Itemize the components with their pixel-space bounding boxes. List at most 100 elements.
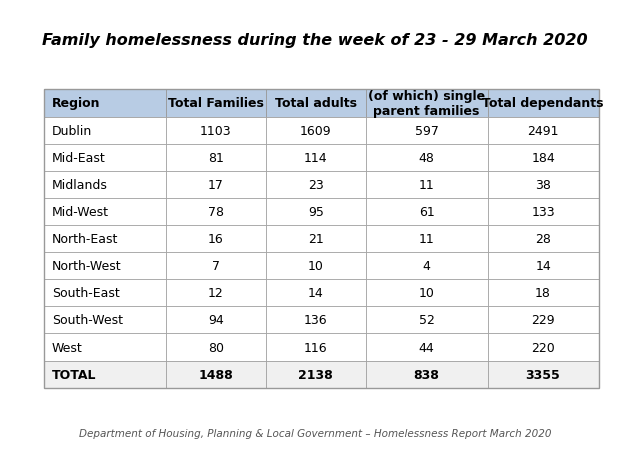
Bar [365,117,488,144]
Text: Total dependants: Total dependants [483,97,604,110]
Text: 52: 52 [419,314,435,327]
Bar [365,307,488,334]
Text: 10: 10 [419,287,435,299]
Text: 61: 61 [419,206,435,218]
Bar [44,90,166,117]
Bar [266,171,365,198]
Text: 95: 95 [308,206,324,218]
Bar [44,171,166,198]
Bar [166,90,266,117]
Bar [365,90,488,117]
Text: 78: 78 [208,206,224,218]
Text: 10: 10 [308,260,324,272]
Text: 18: 18 [535,287,551,299]
Bar [166,253,266,280]
Text: 80: 80 [208,341,224,354]
Bar [488,144,598,171]
Text: 11: 11 [419,233,435,245]
Text: 184: 184 [531,152,555,164]
Bar [44,307,166,334]
Bar [166,307,266,334]
Bar [166,198,266,226]
Text: 14: 14 [308,287,324,299]
Bar [44,144,166,171]
Text: 4: 4 [423,260,430,272]
Bar [44,361,166,388]
Text: 38: 38 [535,179,551,191]
Bar [166,144,266,171]
Bar [266,226,365,253]
Bar [44,90,598,388]
Text: 14: 14 [535,260,551,272]
Bar [488,307,598,334]
Bar [166,361,266,388]
Text: 114: 114 [304,152,328,164]
Text: 12: 12 [208,287,224,299]
Bar [166,117,266,144]
Text: 94: 94 [208,314,224,327]
Text: 3355: 3355 [525,368,561,381]
Bar [365,253,488,280]
Text: Midlands: Midlands [52,179,108,191]
Bar [488,117,598,144]
Text: 23: 23 [308,179,324,191]
Text: 11: 11 [419,179,435,191]
Bar [266,90,365,117]
Bar [266,117,365,144]
Text: 133: 133 [531,206,555,218]
Bar [365,226,488,253]
Text: Dublin: Dublin [52,124,92,137]
Bar [44,226,166,253]
Text: 2138: 2138 [299,368,333,381]
Text: Total Families: Total Families [168,97,264,110]
Bar [365,198,488,226]
Text: Total adults: Total adults [275,97,357,110]
Bar [166,280,266,307]
Text: 597: 597 [415,124,438,137]
Bar [44,117,166,144]
Text: Region: Region [52,97,100,110]
Bar [166,334,266,361]
Text: 1609: 1609 [300,124,331,137]
Bar [488,280,598,307]
Text: North-East: North-East [52,233,118,245]
Bar [166,171,266,198]
Text: Mid-West: Mid-West [52,206,108,218]
Bar [44,253,166,280]
Text: 136: 136 [304,314,328,327]
Text: West: West [52,341,83,354]
Text: Department of Housing, Planning & Local Government – Homelessness Report March 2: Department of Housing, Planning & Local … [79,428,551,438]
Bar [365,361,488,388]
Bar [166,226,266,253]
Bar [365,171,488,198]
Bar [266,361,365,388]
Text: 48: 48 [419,152,435,164]
Text: 21: 21 [308,233,324,245]
Bar [488,334,598,361]
Bar [365,334,488,361]
Bar [488,361,598,388]
Text: South-West: South-West [52,314,123,327]
Bar [266,144,365,171]
Text: 220: 220 [531,341,555,354]
Bar [488,253,598,280]
Text: (of which) single
parent families: (of which) single parent families [368,90,485,118]
Text: 2491: 2491 [527,124,559,137]
Text: 17: 17 [208,179,224,191]
Text: 116: 116 [304,341,328,354]
Bar [488,90,598,117]
Text: 1488: 1488 [198,368,233,381]
Text: 16: 16 [208,233,224,245]
Bar [488,198,598,226]
Bar [44,334,166,361]
Bar [266,280,365,307]
Bar [488,171,598,198]
Text: 81: 81 [208,152,224,164]
Text: TOTAL: TOTAL [52,368,96,381]
Bar [365,280,488,307]
Text: North-West: North-West [52,260,122,272]
Text: 838: 838 [414,368,440,381]
Text: 229: 229 [531,314,555,327]
Bar [266,198,365,226]
Text: South-East: South-East [52,287,120,299]
